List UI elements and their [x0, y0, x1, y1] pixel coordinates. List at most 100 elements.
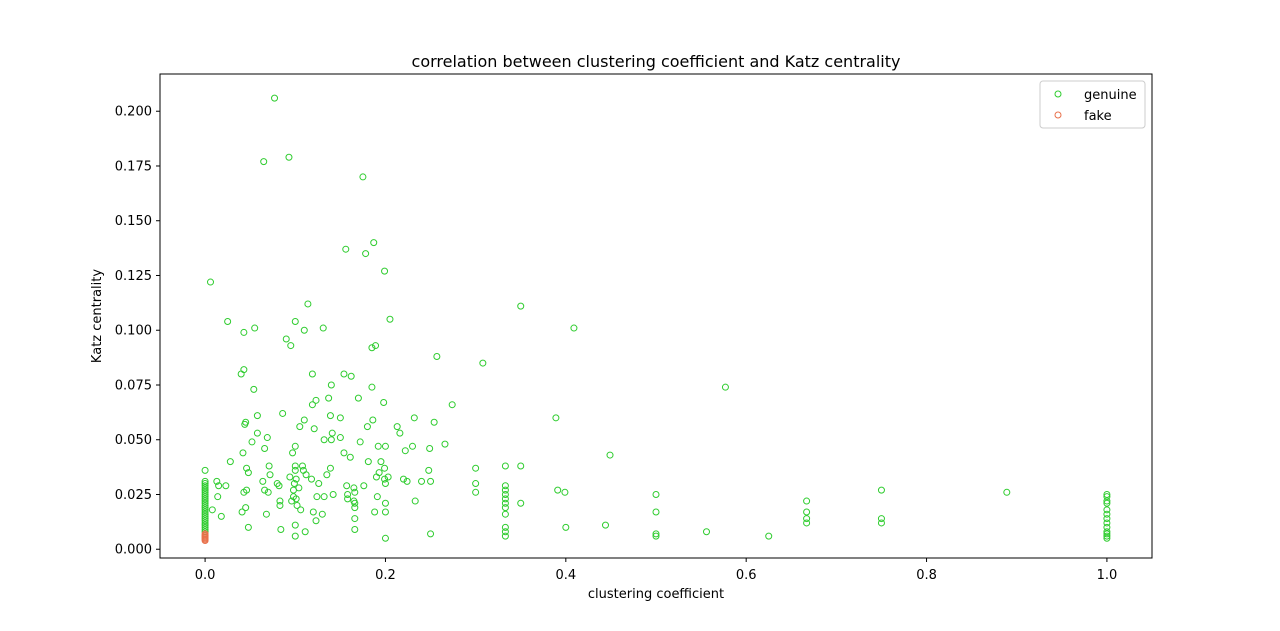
y-tick-label: 0.175: [115, 159, 152, 174]
data-point: [201, 510, 209, 518]
data-point: [201, 536, 209, 544]
data-point: [501, 490, 509, 498]
data-point: [399, 475, 407, 483]
data-point: [304, 300, 312, 308]
data-point: [1003, 488, 1011, 496]
data-point: [354, 394, 362, 402]
data-point: [372, 342, 380, 350]
legend-box: [1039, 80, 1146, 129]
data-point: [201, 508, 209, 516]
data-point: [381, 267, 389, 275]
data-point: [393, 423, 401, 431]
series-fake: [201, 530, 209, 544]
data-point: [427, 530, 435, 538]
data-point: [441, 440, 449, 448]
data-point: [427, 477, 435, 485]
data-point: [291, 317, 299, 325]
data-point: [201, 484, 209, 492]
data-point: [289, 449, 297, 457]
y-axis-label: Katz centrality: [90, 269, 105, 363]
data-point: [418, 477, 426, 485]
data-point: [298, 462, 306, 470]
data-point: [501, 486, 509, 494]
data-point: [373, 493, 381, 501]
data-point: [291, 466, 299, 474]
data-point: [375, 469, 383, 477]
data-point: [501, 510, 509, 518]
data-point: [342, 245, 350, 253]
data-point: [381, 508, 389, 516]
data-point: [360, 482, 368, 490]
data-point: [261, 444, 269, 452]
data-point: [282, 335, 290, 343]
y-tick-label: 0.150: [115, 214, 152, 229]
data-point: [309, 508, 317, 516]
data-point: [201, 515, 209, 523]
data-point: [263, 434, 271, 442]
data-point: [765, 532, 773, 540]
data-point: [201, 506, 209, 514]
data-point: [328, 429, 336, 437]
data-point: [344, 490, 352, 498]
data-point: [350, 484, 358, 492]
data-point: [363, 423, 371, 431]
data-point: [266, 471, 274, 479]
data-point: [291, 462, 299, 470]
x-axis: 0.0 0.2 0.4 0.6 0.8 1.0: [195, 558, 1117, 583]
data-point: [315, 480, 323, 488]
data-point: [501, 499, 509, 507]
data-point: [201, 521, 209, 529]
data-point: [1103, 506, 1111, 514]
data-point: [1103, 510, 1111, 518]
data-point: [803, 508, 811, 516]
data-point: [351, 499, 359, 507]
data-point: [501, 532, 509, 540]
x-tick-label: 0.6: [736, 568, 757, 583]
data-point: [240, 328, 248, 336]
data-point: [351, 488, 359, 496]
data-point: [652, 490, 660, 498]
data-point: [208, 506, 216, 514]
data-point: [554, 486, 562, 494]
data-point: [201, 517, 209, 525]
data-point: [1103, 497, 1111, 505]
data-point: [301, 528, 309, 536]
data-point: [201, 497, 209, 505]
data-point: [803, 497, 811, 505]
data-point: [287, 342, 295, 350]
data-point: [501, 462, 509, 470]
data-point: [1103, 530, 1111, 538]
data-point: [201, 466, 209, 474]
data-point: [296, 423, 304, 431]
data-point: [1103, 519, 1111, 527]
data-point: [319, 324, 327, 332]
data-point: [340, 449, 348, 457]
data-point: [201, 495, 209, 503]
data-point: [552, 414, 560, 422]
y-tick-label: 0.200: [115, 105, 152, 120]
legend-label: fake: [1084, 109, 1112, 124]
data-point: [381, 464, 389, 472]
data-point: [501, 523, 509, 531]
data-point: [215, 482, 223, 490]
data-point: [877, 515, 885, 523]
series-genuine: [201, 94, 1111, 542]
data-point: [243, 486, 251, 494]
data-point: [877, 486, 885, 494]
y-tick-label: 0.000: [115, 543, 152, 558]
data-point: [217, 512, 225, 520]
data-point: [368, 344, 376, 352]
data-point: [336, 414, 344, 422]
data-point: [472, 464, 480, 472]
data-point: [570, 324, 578, 332]
data-point: [409, 442, 417, 450]
data-point: [377, 458, 385, 466]
data-point: [226, 458, 234, 466]
data-point: [374, 442, 382, 450]
data-point: [703, 528, 711, 536]
data-point: [343, 482, 351, 490]
data-point: [381, 442, 389, 450]
data-point: [279, 409, 287, 417]
data-point: [362, 250, 370, 258]
x-axis-label: clustering coefficient: [588, 587, 724, 602]
